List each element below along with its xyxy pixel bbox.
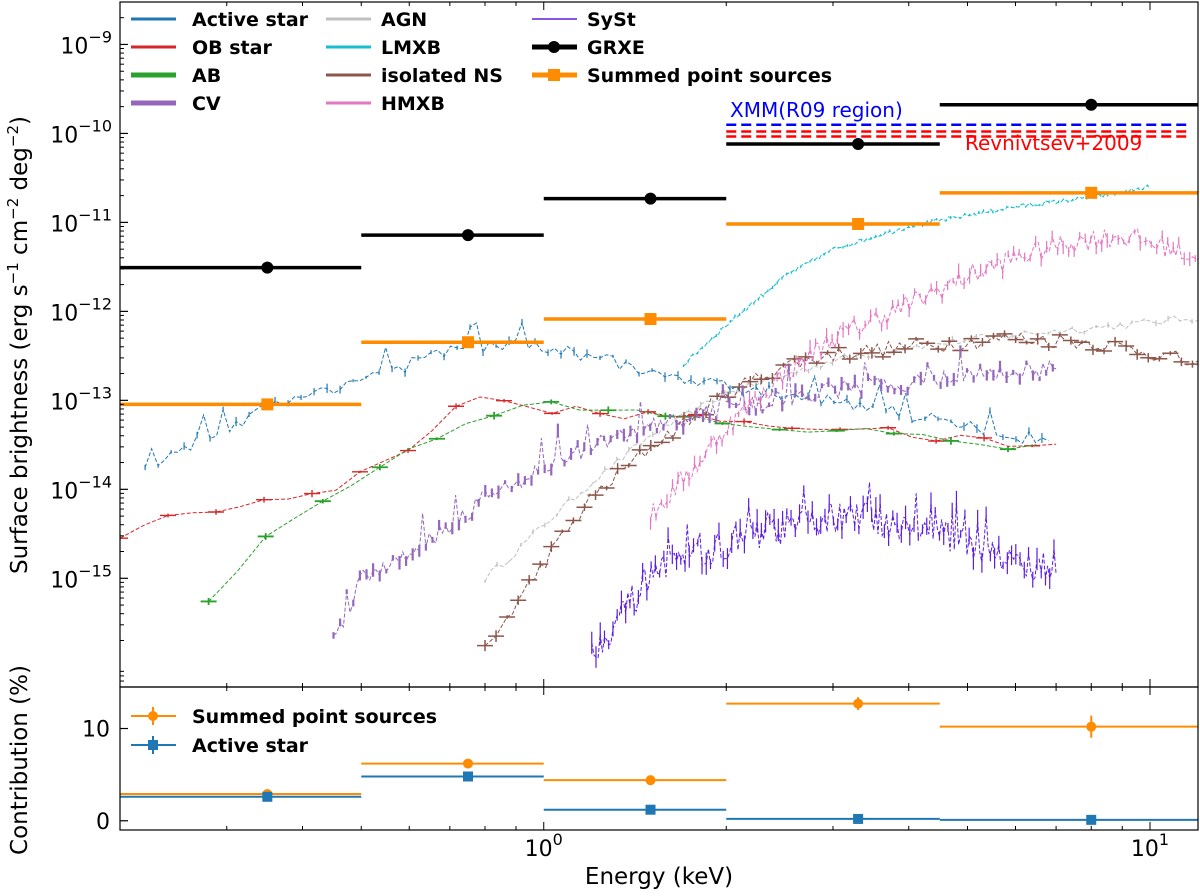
top-y-tick-label: 10−11 [50,205,112,237]
top-legend: Active star OB star AB CV AGN LMXB isola… [131,9,832,115]
top-y-tick-label: 10−10 [50,116,112,148]
bottom-y-tick-label: 10 [82,718,110,743]
legend-marker-summed [548,69,560,81]
legend-label-syst: SySt [587,9,636,31]
grxe-marker-1 [462,229,475,242]
series-ab [200,399,1037,605]
bottom-panel-frame [119,686,1199,831]
summed-marker-0 [261,398,274,411]
bottom-y-tick-label: 0 [96,810,110,835]
top-y-tick-label: 10−15 [50,561,112,593]
bottom-active-star-marker-4 [1086,814,1097,825]
bottom-legend-marker-active-star [148,740,158,750]
summed-marker-4 [1085,186,1098,199]
bottom-series-active-star [120,771,1198,825]
x-tick-label: 100 [525,830,563,862]
top-y-tick-label: 10−13 [50,383,112,415]
legend-label-isolated-ns: isolated NS [381,65,503,87]
bottom-legend: Summed point sources Active star [131,706,437,757]
x-tick-label: 101 [1131,830,1169,862]
top-panel-ticks: 10−9 10−10 10−11 10−12 10−13 10−14 10−15 [50,2,1151,688]
summed-marker-2 [644,313,657,326]
series-isolated-ns [476,330,1198,652]
annotation-xmm: XMM(R09 region) [730,98,903,122]
legend-label-agn: AGN [381,9,427,31]
legend-label-ob-star: OB star [192,37,272,59]
series-model-isolated-ns [484,332,1198,646]
series-model-agn [484,315,1198,582]
legend-label-hmxb: HMXB [381,93,445,115]
legend-marker-grxe [548,41,560,53]
bottom-active-star-marker-1 [463,771,474,782]
series-model-active-star [144,320,1049,468]
legend-label-active-star: Active star [192,9,309,31]
x-axis-label: Energy (keV) [585,864,733,890]
legend-label-lmxb: LMXB [381,37,441,59]
summed-marker-3 [852,217,865,230]
top-y-tick-label: 10−14 [50,472,112,504]
series-cv [332,345,1057,639]
bottom-summed-point-sources-marker-4 [1086,721,1097,732]
series-model-cv [333,351,1057,636]
series-model-syst [591,482,1057,659]
series-grxe [120,98,1198,274]
grxe-marker-4 [1085,98,1098,111]
grxe-marker-2 [644,192,657,205]
bottom-legend-label-summed: Summed point sources [192,706,437,728]
bottom-summed-point-sources-marker-1 [463,758,474,769]
top-y-tick-label: 10−12 [50,294,112,326]
summed-marker-1 [462,336,475,349]
grxe-marker-0 [261,261,274,274]
grxe-marker-3 [852,138,865,151]
bottom-panel-plot-area [120,697,1198,825]
series-model-ob-star [120,396,1057,539]
bottom-summed-point-sources-marker-2 [645,775,656,786]
legend-label-summed: Summed point sources [587,65,832,87]
series-ob-star [120,396,1057,541]
series-hmxb [649,228,1198,530]
bottom-active-star-marker-2 [645,804,656,815]
legend-label-cv: CV [192,93,221,115]
bottom-series-summed-point-sources [120,697,1198,800]
top-panel-plot-area [120,98,1198,668]
annotation-revnivtsev: Revnivtsev+2009 [965,131,1142,155]
legend-label-grxe: GRXE [587,37,645,59]
bottom-y-axis-label: Contribution (%) [7,665,33,855]
series-syst [591,482,1057,668]
top-y-axis-label: Surface brightness (erg s−1 cm−2 deg−2) [4,116,33,574]
series-model-hmxb [650,228,1198,524]
legend-label-ab: AB [192,65,221,87]
series-summed-point-sources [120,186,1198,411]
bottom-active-star-marker-3 [853,813,864,824]
top-y-tick-label: 10−9 [60,27,112,59]
bottom-summed-point-sources-marker-3 [853,698,864,709]
bottom-active-star-marker-0 [262,791,273,802]
bottom-legend-label-active-star: Active star [192,735,309,757]
bottom-legend-marker-summed [148,711,158,721]
